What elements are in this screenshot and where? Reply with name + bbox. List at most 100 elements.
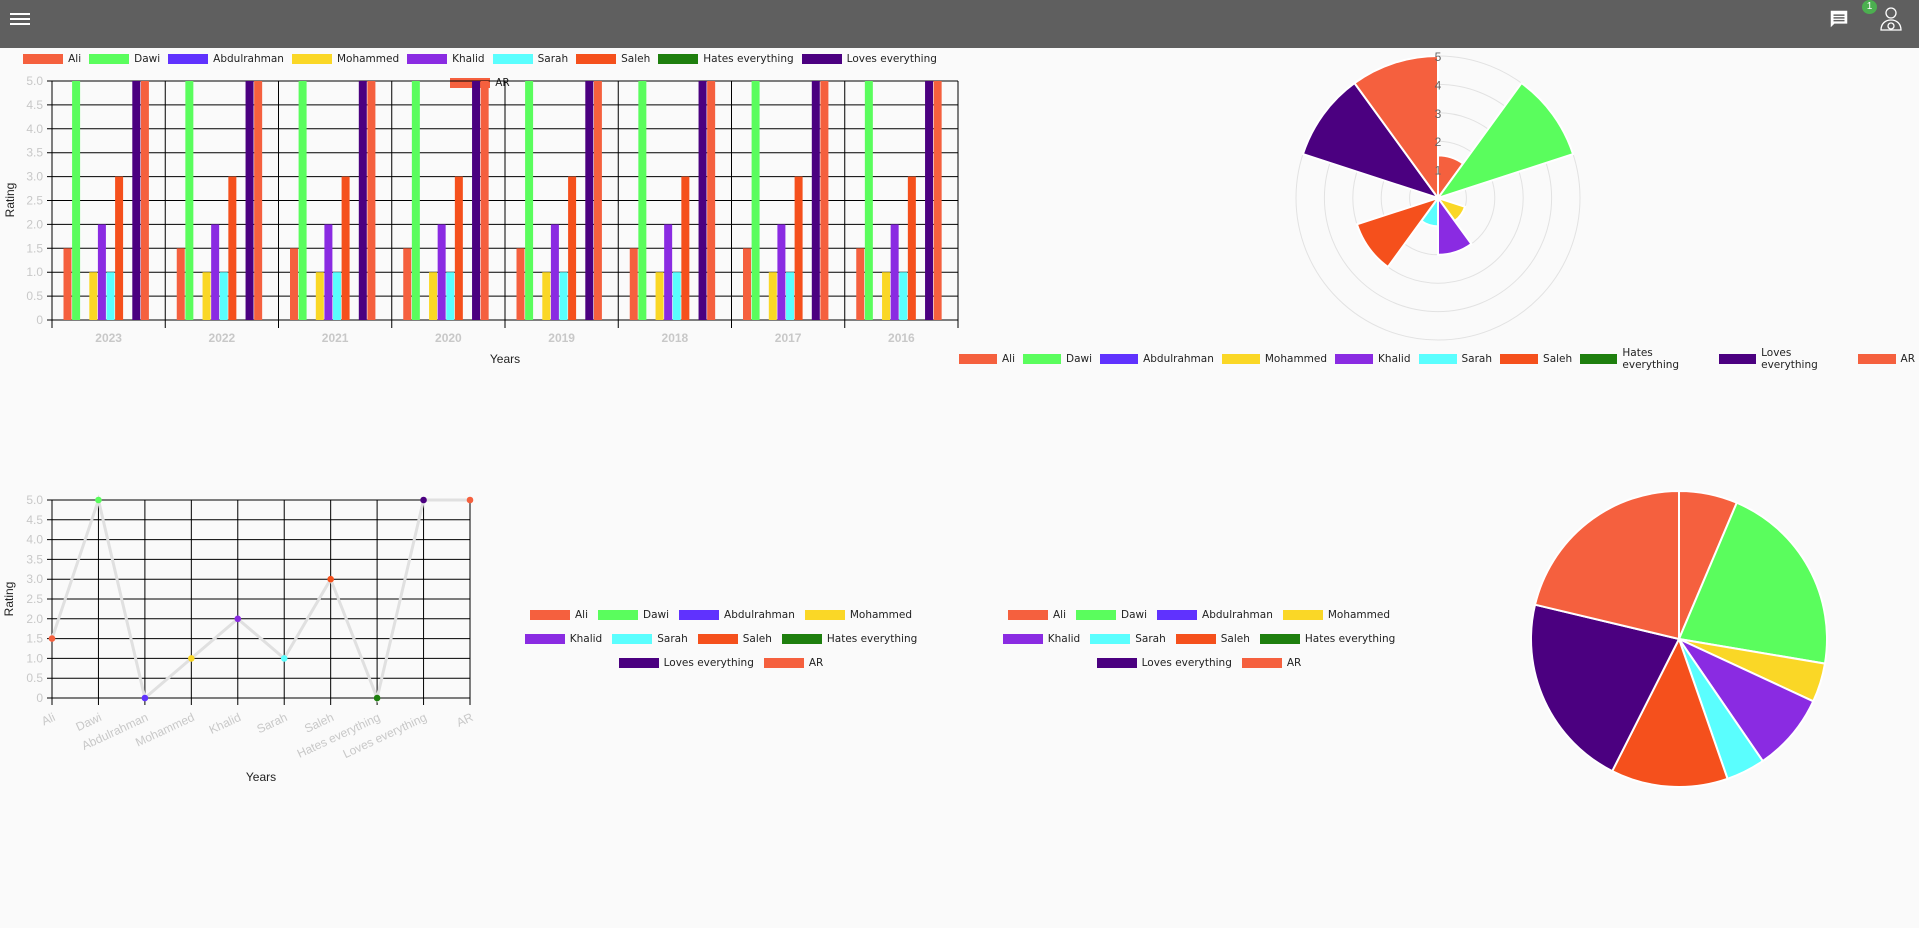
legend-item[interactable]: Abdulrahman [1157,603,1273,627]
bar [933,81,942,320]
legend-item[interactable]: Ali [959,347,1015,371]
legend-item[interactable]: Sarah [1418,347,1492,371]
bar [228,176,237,320]
notification-badge[interactable]: 1 [1862,0,1877,14]
svg-text:2023: 2023 [95,331,122,345]
legend-item[interactable]: AR [763,651,823,675]
legend-item[interactable]: Hates everything [781,627,917,651]
legend-item[interactable]: Hates everything [1259,627,1395,651]
legend-label: Saleh [1220,633,1250,645]
legend-label: Khalid [452,53,485,65]
legend-label: Loves everything [846,53,937,65]
legend-item[interactable]: Mohammed [1221,347,1327,371]
legend-item[interactable]: Khalid [1335,347,1411,371]
bar [585,81,594,320]
bar [72,81,81,320]
legend-label: Dawi [1066,353,1093,365]
legend-item[interactable]: Ali [529,603,588,627]
bar [185,81,194,320]
legend-label: Sarah [537,53,569,65]
bar [254,81,263,320]
svg-text:0.5: 0.5 [26,671,43,685]
bar [89,272,98,320]
legend-item[interactable]: Loves everything [801,47,937,71]
legend-label: Sarah [1135,633,1166,645]
legend-swatch [1100,354,1139,364]
svg-text:3.0: 3.0 [26,170,43,184]
legend-label: Dawi [1121,609,1148,621]
legend-item[interactable]: Saleh [1175,627,1250,651]
legend-item[interactable]: AR [1241,651,1301,675]
hamburger-menu-icon[interactable] [10,10,30,28]
bar [219,272,228,320]
legend-item[interactable]: Sarah [492,47,569,71]
legend-label: Sarah [657,633,688,645]
svg-text:0: 0 [36,691,43,705]
legend-item[interactable]: Mohammed [1282,603,1390,627]
svg-text:4.0: 4.0 [26,122,43,136]
bar [341,176,350,320]
bar [140,81,149,320]
bar [298,81,307,320]
legend-item[interactable]: AR [450,71,510,95]
legend-swatch [1076,610,1117,620]
legend-label: Khalid [1378,353,1411,365]
legend-item[interactable]: Dawi [1076,603,1147,627]
legend-item[interactable]: Saleh [697,627,772,651]
svg-text:Sarah: Sarah [255,710,290,736]
pie-chart [1530,489,1828,788]
legend-label: Mohammed [336,53,400,65]
legend-label: Dawi [643,609,670,621]
bar [437,224,446,320]
legend-item[interactable]: Dawi [1023,347,1092,371]
legend-item[interactable]: Saleh [1500,347,1572,371]
legend-label: Loves everything [1141,657,1232,669]
legend-item[interactable]: AR [1857,347,1915,371]
svg-text:1.0: 1.0 [26,651,43,665]
legend-item[interactable]: Abdulrahman [679,603,795,627]
legend-item[interactable]: Loves everything [618,651,754,675]
legend-item[interactable]: Dawi [598,603,669,627]
legend-item[interactable]: Abdulrahman [1100,347,1214,371]
legend-item[interactable]: Khalid [524,627,603,651]
svg-text:4.5: 4.5 [26,98,43,112]
bar [315,272,324,320]
legend-label: Khalid [569,633,603,645]
legend-swatch [697,634,738,644]
legend-label: Saleh [1543,353,1573,365]
legend-item[interactable]: Dawi [89,47,160,71]
svg-text:3.5: 3.5 [26,552,43,566]
legend-swatch [1335,354,1374,364]
legend-swatch [291,54,332,64]
legend-item[interactable]: Khalid [407,47,485,71]
legend-item[interactable]: Sarah [1090,627,1166,651]
chat-icon[interactable] [1828,8,1850,30]
bar [454,176,463,320]
svg-text:4.5: 4.5 [26,513,43,527]
legend-item[interactable]: Ali [1007,603,1066,627]
bar [655,272,664,320]
user-settings-icon[interactable] [1878,5,1904,33]
legend-item[interactable]: Sarah [612,627,688,651]
bar [864,81,873,320]
legend-item[interactable]: Abdulrahman [168,47,284,71]
legend-item[interactable]: Loves everything [1096,651,1232,675]
legend-swatch [1096,658,1137,668]
legend-item[interactable]: Hates everything [1580,347,1711,371]
legend-item[interactable]: Ali [23,47,81,71]
legend-item[interactable]: Mohammed [804,603,912,627]
legend-item[interactable]: Hates everything [658,47,794,71]
legend-item[interactable]: Mohammed [291,47,400,71]
legend-label: Hates everything [1622,347,1680,371]
legend-swatch [1007,610,1048,620]
legend-item[interactable]: Saleh [576,47,650,71]
bar [403,248,412,320]
legend-item[interactable]: Khalid [1002,627,1080,651]
legend-swatch [763,658,804,668]
bar [925,81,934,320]
legend-label: Abdulrahman [1143,353,1214,365]
legend-label: Ali [1002,353,1016,365]
legend-item[interactable]: Loves everything [1718,347,1850,371]
legend-swatch [1259,634,1300,644]
